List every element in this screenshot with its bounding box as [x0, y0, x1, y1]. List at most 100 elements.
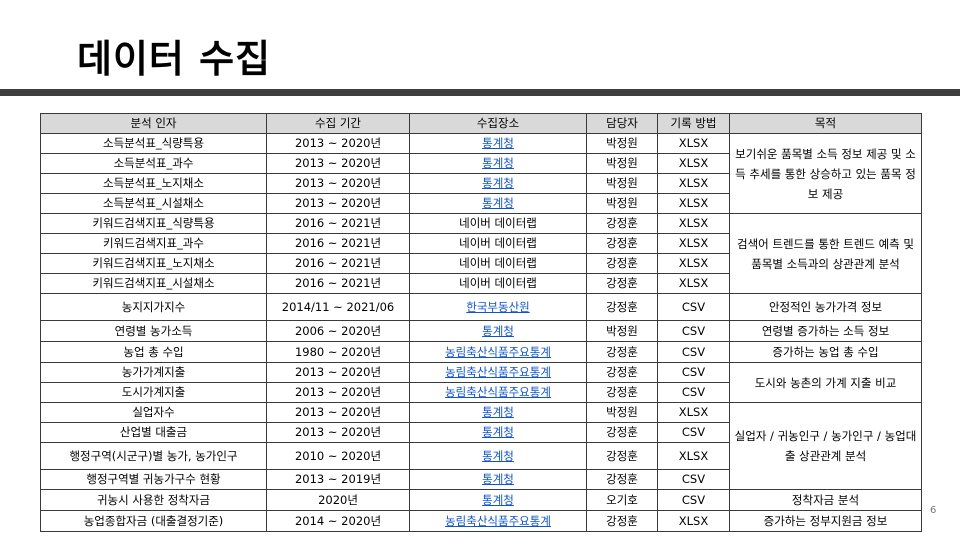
source-link[interactable]: 통계청	[482, 156, 514, 170]
cell-period: 2016 ~ 2021년	[266, 233, 410, 254]
cell-owner: 박정원	[586, 133, 658, 154]
cell-factor: 농업 총 수입	[40, 341, 267, 363]
cell-period: 2006 ~ 2020년	[266, 320, 410, 342]
cell-factor: 행정구역(시군구)별 농가, 농가인구	[40, 442, 267, 470]
header-purpose: 목적	[729, 113, 922, 134]
table-row: 행정구역별 귀농가구수 현황 2013 ~ 2019년 통계청 강정훈 CSV	[40, 469, 922, 490]
cell-owner: 강정훈	[586, 469, 658, 490]
table-row: 키워드검색지표_식량특용 2016 ~ 2021년 네이버 데이터랩 강정훈 XLSX 검…	[40, 213, 922, 294]
title-divider	[0, 89, 960, 96]
cell-factor: 농가가계지출	[40, 362, 267, 383]
cell-source: 통계청	[409, 422, 587, 443]
cell-owner: 오기호	[586, 489, 658, 511]
header-owner: 담당자	[586, 113, 658, 134]
cell-factor: 실업자수	[40, 402, 267, 423]
cell-source: 통계청	[409, 193, 587, 214]
cell-owner: 박정원	[586, 193, 658, 214]
source-link[interactable]: 농림축산식품주요통계	[445, 344, 551, 359]
source-link[interactable]: 한국부동산원	[466, 299, 530, 314]
cell-source: 통계청	[409, 153, 587, 174]
cell-period: 2016 ~ 2021년	[266, 213, 410, 234]
table-row: 키워드검색지표_과수 2016 ~ 2021년 네이버 데이터랩 강정훈 XLSX	[40, 233, 922, 254]
cell-format: XLSX	[657, 442, 730, 470]
cell-factor: 농지지가지수	[40, 293, 267, 321]
cell-format: CSV	[657, 362, 730, 383]
cell-factor: 소득분석표_식량특용	[40, 133, 267, 154]
cell-period: 2014/11 ~ 2021/06	[266, 293, 410, 321]
cell-source: 통계청	[409, 320, 587, 342]
cell-source: 네이버 데이터랩	[409, 273, 587, 294]
cell-owner: 강정훈	[586, 382, 658, 403]
cell-factor: 산업별 대출금	[40, 422, 267, 443]
source-link[interactable]: 통계청	[482, 472, 514, 486]
cell-format: XLSX	[657, 173, 730, 194]
cell-period: 2013 ~ 2020년	[266, 422, 410, 443]
cell-owner: 강정훈	[586, 510, 658, 532]
cell-source: 네이버 데이터랩	[409, 253, 587, 274]
cell-owner: 박정원	[586, 173, 658, 194]
cell-source: 통계청	[409, 469, 587, 490]
cell-period: 2013 ~ 2020년	[266, 133, 410, 154]
source-link[interactable]: 농림축산식품주요통계	[445, 365, 551, 379]
page-number: 6	[930, 505, 937, 516]
table-row: 농업종합자금 (대출결정기준) 2014 ~ 2020년 농림축산식품주요통계 강정훈…	[40, 510, 922, 532]
cell-purpose: 안정적인 농가가격 정보	[729, 293, 922, 321]
cell-format: XLSX	[657, 402, 730, 423]
cell-owner: 박정원	[586, 402, 658, 423]
cell-purpose: 보기쉬운 품목별 소득 정보 제공 및 소득 추세를 통한 상승하고 있는 품목…	[729, 133, 922, 214]
table-row: 귀농시 사용한 정착자금 2020년 통계청 오기호 CSV 정착자금 분석	[40, 489, 922, 511]
source-link[interactable]: 통계청	[482, 323, 514, 338]
source-link[interactable]: 농림축산식품주요통계	[445, 513, 551, 528]
cell-period: 2013 ~ 2020년	[266, 382, 410, 403]
table-row: 농가가계지출 2013 ~ 2020년 농림축산식품주요통계 강정훈 CSV 도시와 농촌…	[40, 362, 922, 403]
cell-format: XLSX	[657, 273, 730, 294]
cell-owner: 강정훈	[586, 233, 658, 254]
header-source: 수집장소	[409, 113, 587, 134]
cell-source: 통계청	[409, 442, 587, 470]
cell-owner: 강정훈	[586, 273, 658, 294]
source-link[interactable]: 통계청	[482, 448, 514, 463]
cell-format: XLSX	[657, 233, 730, 254]
cell-purpose: 검색어 트렌드를 통한 트렌드 예측 및 품목별 소득과의 상관관계 분석	[729, 213, 922, 294]
data-collection-table: 분석 인자 수집 기간 수집장소 담당자 기록 방법 목적 소득분석표_식량특용…	[40, 113, 922, 532]
cell-period: 2013 ~ 2020년	[266, 402, 410, 423]
cell-period: 2010 ~ 2020년	[266, 442, 410, 470]
cell-source: 한국부동산원	[409, 293, 587, 321]
cell-format: CSV	[657, 320, 730, 342]
cell-factor: 행정구역별 귀농가구수 현황	[40, 469, 267, 490]
cell-owner: 박정원	[586, 320, 658, 342]
cell-source: 통계청	[409, 489, 587, 511]
source-link[interactable]: 통계청	[482, 196, 514, 210]
cell-source: 네이버 데이터랩	[409, 213, 587, 234]
page-title: 데이터 수집	[77, 37, 272, 81]
cell-factor: 연령별 농가소득	[40, 320, 267, 342]
cell-owner: 박정원	[586, 153, 658, 174]
header-period: 수집 기간	[266, 113, 410, 134]
source-link[interactable]: 통계청	[482, 405, 514, 419]
cell-source: 네이버 데이터랩	[409, 233, 587, 254]
cell-owner: 강정훈	[586, 422, 658, 443]
cell-owner: 강정훈	[586, 442, 658, 470]
source-link[interactable]: 통계청	[482, 492, 514, 507]
source-link[interactable]: 통계청	[482, 176, 514, 190]
cell-period: 2014 ~ 2020년	[266, 510, 410, 532]
source-link[interactable]: 통계청	[482, 136, 514, 150]
cell-format: XLSX	[657, 133, 730, 154]
cell-period: 2016 ~ 2021년	[266, 253, 410, 274]
cell-factor: 소득분석표_노지채소	[40, 173, 267, 194]
cell-format: CSV	[657, 489, 730, 511]
cell-format: CSV	[657, 382, 730, 403]
source-link[interactable]: 농림축산식품주요통계	[445, 385, 551, 399]
table-row: 연령별 농가소득 2006 ~ 2020년 통계청 박정원 CSV 연령별 증가하는 소득…	[40, 320, 922, 342]
cell-purpose: 증가하는 농업 총 수입	[729, 341, 922, 363]
cell-source: 통계청	[409, 402, 587, 423]
cell-format: XLSX	[657, 153, 730, 174]
cell-purpose: 연령별 증가하는 소득 정보	[729, 320, 922, 342]
source-link[interactable]: 통계청	[482, 425, 514, 439]
table-row: 농지지가지수 2014/11 ~ 2021/06 한국부동산원 강정훈 CSV 안정적인 …	[40, 293, 922, 321]
cell-purpose: 증가하는 정부지원금 정보	[729, 510, 922, 532]
table-row: 실업자수 2013 ~ 2020년 통계청 박정원 XLSX 실업자 / 귀농인구 / 농…	[40, 402, 922, 490]
cell-factor: 소득분석표_시설채소	[40, 193, 267, 214]
cell-source: 농림축산식품주요통계	[409, 341, 587, 363]
cell-period: 2020년	[266, 489, 410, 511]
